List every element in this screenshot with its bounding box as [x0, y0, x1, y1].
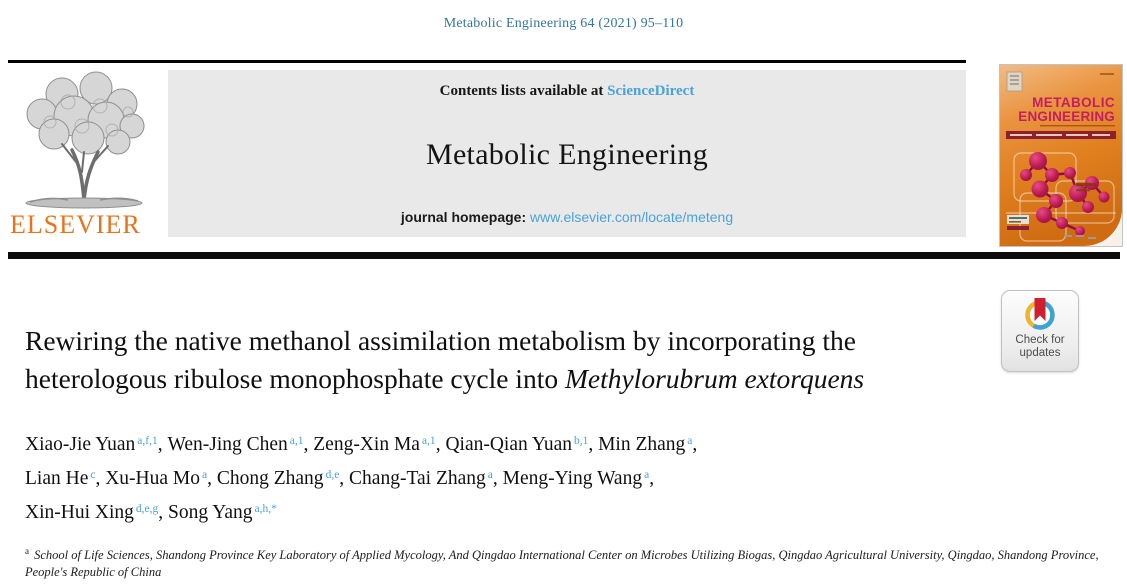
author: Xin-Hui Xing d,e,g,: [25, 502, 168, 523]
author-affil-sup: a: [687, 435, 693, 447]
author: Song Yang a,h,*: [167, 502, 277, 523]
crossmark-icon: [1025, 298, 1055, 330]
journal-header-band: Contents lists available at ScienceDirec…: [168, 70, 966, 237]
author-list: Xiao-Jie Yuan a,f,1, Wen-Jing Chen a,1, Ze…: [25, 426, 945, 528]
author: Meng-Ying Wang a,: [502, 468, 655, 489]
author: Min Zhang a,: [598, 434, 698, 455]
header-thick-rule: [8, 252, 1120, 259]
article-title-line2: heterologous ribulose monophosphate cycl…: [25, 360, 945, 398]
journal-cover-thumbnail[interactable]: METABOLIC ENGINEERING: [999, 64, 1123, 247]
author-affil-sup: a,1: [289, 435, 304, 447]
affiliation-footnote-a: a School of Life Sciences, Shandong Prov…: [25, 543, 1113, 580]
contents-prefix: Contents lists available at: [439, 83, 608, 99]
author-affil-sup: a,f,1: [137, 435, 158, 447]
homepage-prefix: journal homepage:: [400, 209, 531, 225]
author: Chong Zhang d,e,: [216, 468, 350, 489]
author: Chang-Tai Zhang a,: [349, 468, 503, 489]
header-top-rule: [8, 60, 966, 63]
journal-cover-image: METABOLIC ENGINEERING: [1000, 65, 1122, 247]
sciencedirect-link[interactable]: ScienceDirect: [607, 83, 695, 99]
author: Wen-Jing Chen a,1,: [167, 434, 314, 455]
article-title-line1: Rewiring the native methanol assimilatio…: [25, 325, 856, 356]
author-affil-sup: a,h,*: [254, 503, 277, 515]
check-for-updates-badge[interactable]: Check for updates: [1001, 290, 1079, 372]
elsevier-tree-logo: [10, 68, 162, 240]
author-affil-sup: a: [202, 469, 208, 481]
author-affil-sup: a,1: [421, 435, 436, 447]
check-badge-label: Check for updates: [1015, 334, 1065, 359]
homepage-url-link[interactable]: www.elsevier.com/locate/meteng: [530, 209, 734, 225]
author-affil-sup: a: [487, 469, 493, 481]
contents-line: Contents lists available at ScienceDirec…: [168, 83, 966, 100]
article-title-line2-regular: heterologous ribulose monophosphate cycl…: [25, 363, 565, 394]
journal-citation: Metabolic Engineering 64 (2021) 95–110: [443, 16, 684, 31]
elsevier-tree-icon: [25, 71, 145, 209]
author: Zeng-Xin Ma a,1,: [313, 434, 446, 455]
homepage-line: journal homepage: www.elsevier.com/locat…: [168, 209, 966, 225]
journal-title: Metabolic Engineering: [425, 137, 709, 171]
author: Qian-Qian Yuan b,1,: [445, 434, 599, 455]
affiliation-text: School of Life Sciences, Shandong Provin…: [25, 548, 1099, 579]
author-affil-sup: a: [644, 469, 650, 481]
author: Lian He c,: [25, 468, 106, 489]
author-affil-sup: b,1: [573, 435, 589, 447]
affiliation-marker: a: [25, 546, 29, 556]
cover-title-line1: METABOLIC: [1032, 95, 1115, 110]
author-affil-sup: c: [90, 469, 96, 481]
cover-title-line2: ENGINEERING: [1018, 109, 1115, 124]
article-title: Rewiring the native methanol assimilatio…: [25, 322, 945, 398]
author-affil-sup: d,e,g: [135, 503, 159, 515]
author: Xu-Hua Mo a,: [105, 468, 217, 489]
author: Xiao-Jie Yuan a,f,1,: [25, 434, 168, 455]
elsevier-wordmark: ELSEVIER: [10, 210, 141, 239]
author-affil-sup: d,e: [325, 469, 340, 481]
article-title-species-italic: Methylorubrum extorquens: [564, 363, 865, 394]
